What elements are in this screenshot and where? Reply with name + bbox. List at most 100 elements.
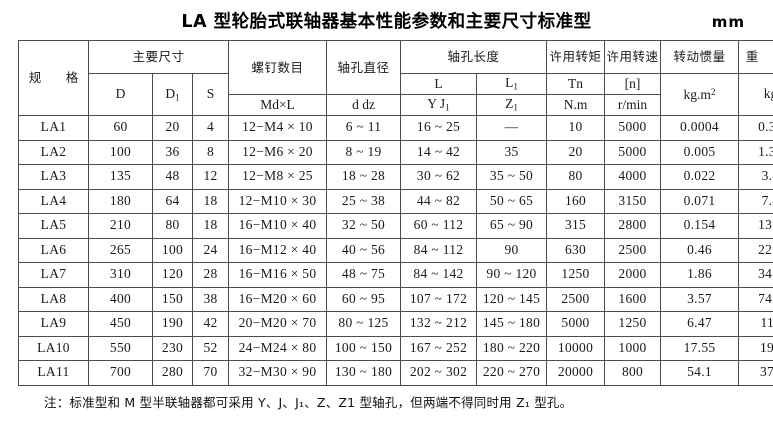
cell-S: 38 [192, 286, 229, 312]
cell-D1: 120 [152, 262, 193, 288]
footnote: 注：标准型和 M 型半联轴器都可采用 Y、J、J₁、Z、Z1 型轴孔，但两端不得… [44, 394, 573, 410]
table-row: LA6 265 100 24 16−M12 × 40 40 ~ 56 84 ~ 112 90 6… [18, 237, 773, 263]
header-sym-L1: L1 [475, 73, 548, 95]
cell-model: LA11 [18, 360, 89, 386]
cell-Tn: 5000 [546, 311, 606, 337]
cell-D1: 20 [152, 115, 193, 141]
cell-D: 450 [88, 311, 153, 337]
cell-n: 1000 [604, 335, 662, 361]
cell-bore_d: 80 ~ 125 [326, 311, 401, 337]
cell-screw: 20−M20 × 70 [228, 311, 327, 337]
table-row: LA9 450 190 42 20−M20 × 70 80 ~ 125 132 ~ 212 1… [18, 311, 773, 337]
cell-weight: 7.4 [738, 188, 773, 214]
cell-Tn: 80 [546, 164, 606, 190]
cell-model: LA9 [18, 311, 89, 337]
cell-Tn: 315 [546, 213, 606, 239]
cell-inertia: 1.86 [660, 262, 740, 288]
cell-D: 100 [88, 139, 153, 165]
header-spec: 规 格 [18, 40, 89, 116]
cell-weight: 34.8 [738, 262, 773, 288]
header-row-units: Md×L d dz Y J1 Z1 N.m r/min [19, 94, 773, 116]
cell-S: 18 [192, 188, 229, 214]
header-row-symbols: D D1 S L L1 Tn [n] kg.m2 kg [19, 73, 773, 116]
cell-inertia: 0.154 [660, 213, 740, 239]
cell-S: 4 [192, 115, 229, 141]
cell-D1: 190 [152, 311, 193, 337]
cell-inertia: 6.47 [660, 311, 740, 337]
cell-n: 5000 [604, 115, 662, 141]
cell-weight: 373 [738, 360, 773, 386]
table-header: 规 格 主要尺寸 螺钉数目 轴孔直径 轴孔长度 许用转矩 许用转速 转动惯量 重… [18, 40, 773, 116]
cell-Tn: 10 [546, 115, 606, 141]
cell-L1: 90 ~ 120 [475, 262, 548, 288]
header-sym-screw-spec: Md×L [228, 94, 327, 116]
cell-D1: 64 [152, 188, 193, 214]
cell-L1: 220 ~ 270 [475, 360, 548, 386]
title-bar: LA 型轮胎式联轴器基本性能参数和主要尺寸标准型 mm [0, 0, 773, 40]
cell-n: 2800 [604, 213, 662, 239]
cell-n: 1600 [604, 286, 662, 312]
header-sym-L: L [400, 73, 477, 95]
spec-table: 规 格 主要尺寸 螺钉数目 轴孔直径 轴孔长度 许用转矩 许用转速 转动惯量 重… [18, 40, 773, 386]
table-row: LA4 180 64 18 12−M10 × 30 25 ~ 38 44 ~ 82 50 ~ … [18, 188, 773, 214]
header-main-dimensions: 主要尺寸 [88, 40, 229, 74]
header-unit-torque: N.m [546, 94, 606, 116]
header-bore-length: 轴孔长度 [399, 40, 548, 74]
table-row: LA11 700 280 70 32−M30 × 90 130 ~ 180 202 ~ 30… [18, 360, 773, 386]
cell-Tn: 160 [546, 188, 606, 214]
cell-D: 550 [88, 335, 153, 361]
cell-D1: 230 [152, 335, 193, 361]
cell-bore_d: 32 ~ 50 [326, 213, 401, 239]
cell-model: LA10 [18, 335, 89, 361]
cell-L1: 145 ~ 180 [475, 311, 548, 337]
cell-weight: 1.33 [738, 139, 773, 165]
cell-screw: 12−M8 × 25 [228, 164, 327, 190]
cell-L: 84 ~ 112 [400, 237, 477, 263]
cell-model: LA8 [18, 286, 89, 312]
cell-D1: 100 [152, 237, 193, 263]
cell-L1: 35 [475, 139, 548, 165]
header-sym-Z1: Z1 [475, 94, 548, 116]
cell-screw: 32−M30 × 90 [228, 360, 327, 386]
cell-Tn: 630 [546, 237, 606, 263]
cell-S: 18 [192, 213, 229, 239]
header-inertia: 转动惯量 [660, 40, 740, 74]
cell-D: 135 [88, 164, 153, 190]
cell-Tn: 2500 [546, 286, 606, 312]
cell-model: LA1 [18, 115, 89, 141]
cell-L1: 120 ~ 145 [475, 286, 548, 312]
cell-Tn: 20000 [546, 360, 606, 386]
header-bore-diameter: 轴孔直径 [326, 40, 401, 95]
cell-Tn: 10000 [546, 335, 606, 361]
cell-bore_d: 18 ~ 28 [326, 164, 401, 190]
cell-D: 60 [88, 115, 153, 141]
cell-screw: 16−M10 × 40 [228, 213, 327, 239]
cell-D: 210 [88, 213, 153, 239]
cell-screw: 12−M6 × 20 [228, 139, 327, 165]
cell-D1: 36 [152, 139, 193, 165]
cell-D: 265 [88, 237, 153, 263]
header-screw-count: 螺钉数目 [228, 40, 327, 95]
unit-label: mm [711, 13, 745, 31]
table-row: LA8 400 150 38 16−M20 × 60 60 ~ 95 107 ~ 172 12… [18, 286, 773, 312]
cell-weight: 111 [738, 311, 773, 337]
table-row: LA7 310 120 28 16−M16 × 50 48 ~ 75 84 ~ 142 90 … [18, 262, 773, 288]
cell-inertia: 17.55 [660, 335, 740, 361]
cell-bore_d: 130 ~ 180 [326, 360, 401, 386]
table-row: LA2 100 36 8 12−M6 × 20 8 ~ 19 14 ~ 42 35 20 5000… [18, 139, 773, 165]
cell-n: 800 [604, 360, 662, 386]
cell-D: 700 [88, 360, 153, 386]
cell-weight: 13.4 [738, 213, 773, 239]
cell-L: 84 ~ 142 [400, 262, 477, 288]
cell-n: 4000 [604, 164, 662, 190]
cell-weight: 22.6 [738, 237, 773, 263]
header-row-group: 规 格 主要尺寸 螺钉数目 轴孔直径 轴孔长度 许用转矩 许用转速 转动惯量 重… [18, 40, 773, 116]
header-sym-D: D [88, 73, 153, 116]
spec-table-container: 规 格 主要尺寸 螺钉数目 轴孔直径 轴孔长度 许用转矩 许用转速 转动惯量 重… [18, 40, 773, 386]
cell-model: LA7 [18, 262, 89, 288]
cell-weight: 74.3 [738, 286, 773, 312]
header-unit-speed: r/min [604, 94, 662, 116]
cell-screw: 16−M20 × 60 [228, 286, 327, 312]
cell-L1: 65 ~ 90 [475, 213, 548, 239]
